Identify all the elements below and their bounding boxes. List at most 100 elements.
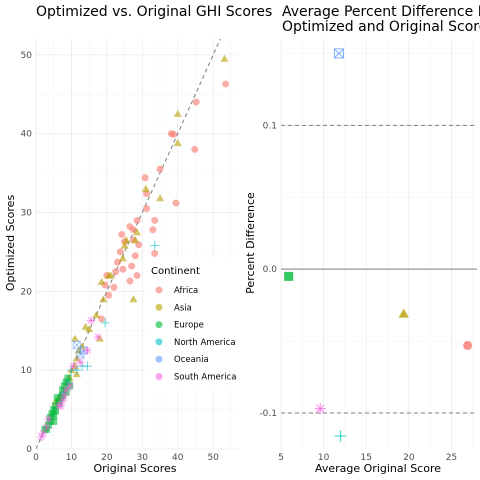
left-x-tick-label: 10 bbox=[66, 453, 78, 463]
left-x-tick-label: 40 bbox=[172, 453, 184, 463]
right-x-tick-label: 15 bbox=[360, 453, 371, 463]
left-chart-title: Optimized vs. Original GHI Scores bbox=[36, 4, 272, 20]
data-point-africa bbox=[110, 283, 118, 291]
data-point-south-america bbox=[68, 361, 78, 371]
data-point-asia bbox=[97, 277, 106, 285]
data-point-north-america bbox=[63, 377, 73, 387]
right-reference-lines bbox=[281, 124, 477, 414]
data-point-africa bbox=[156, 165, 164, 173]
data-point-africa bbox=[98, 315, 106, 323]
data-point-europe bbox=[60, 382, 68, 390]
left-y-axis-title: Optimized Scores bbox=[4, 195, 17, 292]
data-point-asia bbox=[120, 241, 129, 249]
legend-item-africa: Africa bbox=[155, 286, 198, 296]
data-point-africa bbox=[133, 216, 141, 224]
legend-item-oceania: Oceania bbox=[155, 355, 209, 365]
data-point-south-america bbox=[44, 414, 53, 424]
legend-key-icon bbox=[155, 373, 163, 380]
legend-label: Africa bbox=[174, 286, 198, 296]
right-y-tick-label: -0.1 bbox=[259, 409, 277, 419]
legend-item-europe: Europe bbox=[155, 321, 204, 331]
left-x-ticks: 0 10 20 30 40 50 bbox=[33, 453, 219, 463]
legend-key-icon bbox=[155, 303, 163, 311]
data-point-asia bbox=[122, 236, 131, 244]
legend-label: Europe bbox=[174, 321, 204, 331]
avg-point-africa bbox=[463, 340, 473, 350]
data-point-africa bbox=[105, 291, 113, 299]
left-y-ticks: 0 10 20 30 40 50 bbox=[21, 51, 33, 455]
data-point-africa bbox=[191, 145, 199, 153]
data-point-asia bbox=[118, 254, 127, 262]
data-point-north-america bbox=[100, 318, 110, 328]
legend-key-icon bbox=[155, 286, 163, 294]
data-point-africa bbox=[126, 223, 134, 231]
right-points bbox=[284, 48, 473, 442]
left-points bbox=[36, 54, 230, 442]
data-point-south-america bbox=[36, 432, 46, 442]
left-x-axis-title: Original Scores bbox=[93, 462, 176, 475]
avg-point-oceania bbox=[333, 48, 344, 59]
legend-item-north-america: North America bbox=[155, 338, 236, 348]
data-point-asia bbox=[81, 322, 90, 330]
right-chart-title-line-2: Optimized and Original Scores bbox=[282, 19, 480, 35]
data-point-europe bbox=[51, 407, 59, 415]
data-point-africa bbox=[143, 205, 151, 213]
data-point-south-america bbox=[75, 357, 85, 367]
legend-title: Continent bbox=[151, 266, 200, 277]
right-x-tick-label: 5 bbox=[278, 453, 284, 463]
data-point-asia bbox=[220, 54, 229, 62]
data-point-africa bbox=[128, 262, 136, 270]
legend: Continent Africa Asia Europe North America O… bbox=[146, 258, 242, 390]
legend-label: South America bbox=[174, 373, 236, 383]
avg-point-north-america bbox=[334, 430, 347, 442]
data-point-africa bbox=[172, 199, 180, 207]
data-point-africa bbox=[170, 130, 178, 138]
data-point-africa bbox=[151, 249, 159, 257]
legend-label: Asia bbox=[174, 303, 192, 313]
left-y-tick-label: 10 bbox=[21, 366, 33, 376]
data-point-asia bbox=[173, 109, 182, 117]
data-point-south-america bbox=[54, 401, 64, 411]
avg-point-europe bbox=[284, 271, 294, 281]
data-point-africa bbox=[192, 98, 200, 106]
data-point-africa bbox=[141, 174, 149, 182]
avg-point-asia bbox=[398, 308, 409, 318]
left-x-tick-label: 20 bbox=[101, 453, 113, 463]
right-chart-title-line-1: Average Percent Difference Be bbox=[282, 4, 480, 20]
data-point-south-america bbox=[86, 316, 96, 325]
data-point-africa bbox=[149, 226, 157, 234]
left-x-tick-label: 50 bbox=[207, 453, 219, 463]
right-x-tick-label: 10 bbox=[318, 453, 330, 463]
left-y-tick-label: 50 bbox=[21, 51, 33, 61]
data-point-asia bbox=[156, 194, 165, 202]
data-point-asia bbox=[104, 271, 113, 279]
legend-label: North America bbox=[174, 338, 236, 348]
left-y-tick-label: 40 bbox=[21, 130, 33, 140]
data-point-south-america bbox=[42, 422, 52, 432]
data-point-south-america bbox=[59, 391, 69, 400]
data-point-asia bbox=[141, 184, 150, 192]
data-point-africa bbox=[126, 277, 134, 285]
data-point-africa bbox=[112, 268, 120, 276]
left-y-tick-label: 0 bbox=[26, 445, 32, 455]
data-point-africa bbox=[119, 265, 127, 273]
data-point-africa bbox=[116, 248, 124, 256]
data-point-asia bbox=[131, 236, 140, 244]
right-y-ticks: -0.1 0.0 0.1 bbox=[259, 121, 277, 419]
right-x-ticks: 5 10 15 20 25 bbox=[278, 453, 457, 463]
data-point-south-america bbox=[65, 381, 75, 391]
legend-item-asia: Asia bbox=[155, 303, 192, 313]
right-x-axis-title: Average Original Score bbox=[315, 462, 441, 475]
data-point-africa bbox=[114, 258, 122, 266]
data-point-north-america bbox=[150, 241, 160, 251]
right-y-axis-title: Percent Difference bbox=[244, 192, 257, 294]
legend-key-icon bbox=[155, 321, 163, 329]
right-grid bbox=[280, 39, 477, 449]
data-point-europe bbox=[50, 417, 58, 425]
data-point-africa bbox=[118, 231, 126, 239]
data-point-africa bbox=[151, 216, 159, 224]
right-y-tick-label: 0.0 bbox=[263, 265, 278, 275]
legend-item-south-america: South America bbox=[155, 373, 236, 383]
data-point-asia bbox=[92, 310, 101, 318]
